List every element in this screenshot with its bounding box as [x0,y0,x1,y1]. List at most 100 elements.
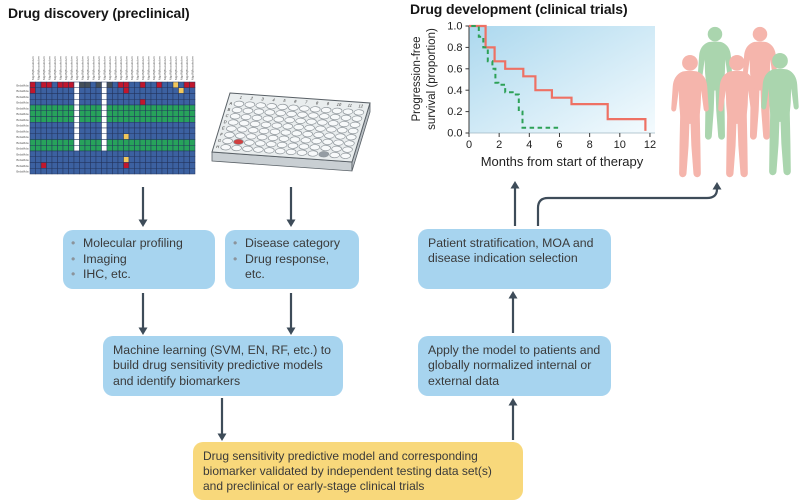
heatmap-cell [46,81,53,88]
bullet-item: • Imaging [71,252,209,268]
heatmap-cell [145,145,152,152]
heatmap-cell [161,127,168,134]
y-axis-label-line2: survival (proportion) [426,28,438,130]
plate-well [226,125,237,132]
heatmap-cell [178,145,185,152]
plate-well [242,107,254,114]
heatmap-cell [167,150,174,157]
heatmap-col-label: MgdNjfbacwbdvm [169,56,173,80]
heatmap-cell [139,133,146,140]
plate-well [262,115,274,122]
heatmap-cell [172,110,179,117]
plate-well [271,122,283,129]
heatmap-cell [90,104,97,111]
heatmap-cell [139,156,146,163]
heatmap-row-label: BrdaMda [16,101,29,105]
heatmap-cell [57,133,64,140]
plate-well [251,114,263,121]
heatmap-row-label: BrdaMda [16,112,29,116]
heatmap-cell [62,122,69,129]
plate-well [237,126,248,133]
box-apply-model-text: Apply the model to patients and globally… [428,343,601,388]
plate-well [336,127,348,134]
heatmap-cell [123,93,130,100]
heatmap-cell [46,150,53,157]
heatmap-cell [128,116,135,123]
heatmap-cell [79,99,86,106]
heatmap-cell [29,162,36,169]
heatmap-cell [73,81,80,88]
heatmap-cell [183,104,190,111]
heatmap-cell [123,81,130,88]
plate-well [267,134,279,142]
heatmap-cell [101,156,108,163]
plate-well [265,141,277,148]
heatmap-cell [84,133,91,140]
heatmap-cell [57,99,64,106]
plate-well [309,106,321,113]
heatmap-cell [189,139,196,146]
y-tick-label: 0.2 [447,106,462,118]
heatmap-cell [145,87,152,94]
heatmap-cell [57,139,64,146]
heatmap-cell [172,99,179,106]
heatmap-cell [73,156,80,163]
heatmap-cell [150,150,157,157]
arrowhead [138,327,148,335]
heatmap-cell [161,116,168,123]
plate-well [342,108,354,115]
heatmap-cell [156,145,163,152]
plate-well [335,133,346,140]
heatmap-cell [150,162,157,169]
heatmap-cell [101,116,108,123]
heatmap-cell [29,110,36,117]
heatmap-cell [95,156,102,163]
patients-group [671,26,799,178]
heatmap-cell [40,127,47,134]
heatmap-cell [106,99,113,106]
heatmap-cell [73,162,80,169]
heatmap-cell [117,162,124,169]
heatmap-cell [57,93,64,100]
heatmap-cell [35,150,42,157]
heatmap-cell [145,81,152,88]
heatmap-cell [62,104,69,111]
heatmap-cell [183,168,190,175]
heatmap-cell [161,133,168,140]
heatmap-cell [161,87,168,94]
heatmap-cell [35,156,42,163]
heatmap-cell [35,168,42,175]
heatmap-cell [150,127,157,134]
heatmap-cell [117,110,124,117]
heatmap-cell [57,110,64,117]
heatmap-cell [167,110,174,117]
plate-well [253,108,265,115]
heatmap-cell [134,104,141,111]
heatmap-cell [161,156,168,163]
heatmap-cell [84,139,91,146]
heatmap-cell [79,127,86,134]
heatmap-cell [156,168,163,175]
plate-well [340,114,352,121]
plate-well [256,134,268,141]
plate-row-label: H [216,144,220,149]
heatmap-col-label: MgdNjfbacwbdvm [125,56,129,80]
heatmap-cell [106,168,113,175]
bullet-label: IHC, etc. [83,267,131,282]
heatmap-cell [178,162,185,169]
plate-row-label: E [221,125,225,130]
heatmap-cell [112,133,119,140]
heatmap-cell [128,150,135,157]
heatmap-cell [189,110,196,117]
heatmap-cell [167,156,174,163]
heatmap-cell [106,127,113,134]
box-patient-stratification: Patient stratification, MOA and disease … [418,229,611,289]
bullet-icon: • [71,267,76,282]
heatmap-cell [150,156,157,163]
heatmap-cell [46,99,53,106]
heatmap-cell [35,162,42,169]
heatmap-cell [57,127,64,134]
plate-well [329,113,341,121]
heatmap-cell [46,116,53,123]
heatmap-cell [128,145,135,152]
